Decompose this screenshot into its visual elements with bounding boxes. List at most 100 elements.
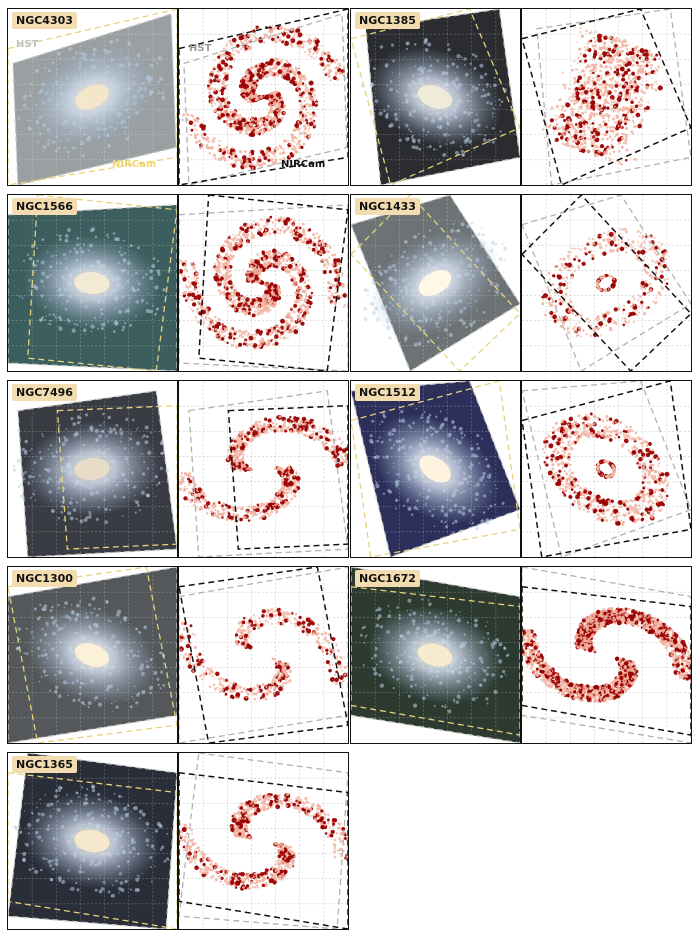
cluster-map	[179, 195, 348, 371]
grid-lines	[179, 9, 348, 185]
cluster-map-panel	[178, 194, 349, 372]
nircam-footprint	[351, 381, 520, 557]
cluster-map-panel	[178, 566, 349, 744]
cluster-map	[179, 567, 348, 743]
galaxy-image	[8, 9, 177, 185]
galaxy-image-panel: NGC1672	[350, 566, 521, 744]
cluster-points	[181, 24, 347, 171]
cluster-points	[541, 412, 670, 527]
galaxy-image-panel: NGC1512	[350, 380, 521, 558]
cluster-points	[541, 227, 670, 338]
nircam-footprint	[179, 772, 348, 929]
nircam-footprint	[522, 381, 691, 557]
galaxy-image-panel: NGC4303 HST NIRCam	[7, 8, 178, 186]
cluster-points	[179, 215, 347, 350]
galaxy-name-label: NGC1512	[355, 384, 420, 401]
cluster-map	[522, 9, 691, 185]
galaxy-image-panel: NGC7496	[7, 380, 178, 558]
hst-footprint	[12, 13, 177, 185]
nircam-footprint	[522, 9, 691, 185]
cluster-map-panel	[178, 380, 349, 558]
cluster-points	[179, 792, 348, 891]
galaxy-body	[12, 412, 170, 525]
galaxy-image	[351, 567, 520, 743]
galaxy-name-label: NGC1433	[355, 198, 420, 215]
hst-footprint	[365, 9, 520, 185]
grid-lines	[351, 567, 520, 743]
galaxy-body	[369, 407, 505, 534]
galaxy-body	[15, 596, 166, 713]
hst-footprint	[8, 204, 177, 371]
grid-lines	[351, 9, 520, 185]
cluster-points	[522, 607, 691, 703]
galaxy-image	[351, 381, 520, 557]
galaxy-image	[8, 567, 177, 743]
galaxy-image	[351, 9, 520, 185]
galaxy-image-panel: NGC1385	[350, 8, 521, 186]
galaxy-image	[351, 195, 520, 371]
nircam-footprint	[8, 567, 177, 743]
hst-footprint	[522, 381, 691, 557]
cluster-points	[179, 414, 348, 523]
cluster-map-panel	[521, 194, 692, 372]
galaxy-image	[8, 753, 177, 929]
galaxy-name-label: NGC1385	[355, 12, 420, 29]
galaxy-image-panel: NGC1365	[7, 752, 178, 930]
cluster-map	[179, 753, 348, 929]
grid-lines	[8, 753, 177, 929]
nircam-footprint	[56, 405, 177, 550]
grid-lines	[351, 195, 520, 371]
galaxy-name-label: NGC1300	[12, 570, 77, 587]
nircam-footprint	[351, 586, 520, 736]
cluster-map	[179, 9, 348, 185]
hst-footprint	[183, 13, 348, 185]
galaxy-image-panel: NGC1300	[7, 566, 178, 744]
galaxy-body	[13, 784, 170, 898]
galaxy-body	[18, 227, 166, 339]
grid-lines	[522, 567, 691, 743]
cluster-map	[522, 381, 691, 557]
cluster-points	[541, 27, 663, 166]
galaxy-name-label: NGC7496	[12, 384, 77, 401]
grid-lines	[8, 9, 177, 185]
hst-footprint	[8, 567, 177, 743]
hst-footprint	[522, 567, 691, 743]
nircam-footprint	[27, 195, 177, 371]
galaxy-image-panel: NGC1566	[7, 194, 178, 372]
cluster-map-panel	[178, 752, 349, 930]
hst-footprint	[179, 753, 348, 929]
hst-footprint	[8, 753, 177, 929]
hst-footprint	[351, 567, 520, 743]
cluster-map	[179, 381, 348, 557]
nircam-footprint	[351, 9, 520, 185]
galaxy-image-panel: NGC1433	[350, 194, 521, 372]
galaxy-image	[8, 381, 177, 557]
hst-footprint	[179, 567, 348, 743]
nircam-footprint	[227, 404, 348, 550]
galaxy-image	[8, 195, 177, 371]
hst-footprint	[351, 381, 520, 557]
galaxy-body	[363, 221, 508, 347]
nircam-annotation: NIRCam	[281, 159, 326, 170]
galaxy-body	[360, 37, 513, 157]
nircam-footprint	[8, 772, 177, 929]
galaxy-body	[17, 37, 166, 158]
hst-footprint	[179, 204, 348, 371]
galaxy-name-label: NGC1566	[12, 198, 77, 215]
cluster-points	[179, 607, 348, 701]
cluster-map-panel	[521, 566, 692, 744]
cluster-map	[522, 195, 691, 371]
nircam-footprint	[197, 195, 348, 371]
galaxy-body	[359, 598, 510, 714]
nircam-footprint	[522, 586, 691, 736]
hst-footprint	[17, 390, 177, 557]
galaxy-name-label: NGC1672	[355, 570, 420, 587]
galaxy-name-label: NGC1365	[12, 756, 77, 773]
cluster-map-panel	[521, 380, 692, 558]
nircam-footprint	[179, 567, 348, 743]
nircam-annotation: NIRCam	[112, 159, 157, 170]
cluster-map	[522, 567, 691, 743]
cluster-map-panel	[521, 8, 692, 186]
grid-lines	[179, 753, 348, 929]
grid-lines	[8, 567, 177, 743]
